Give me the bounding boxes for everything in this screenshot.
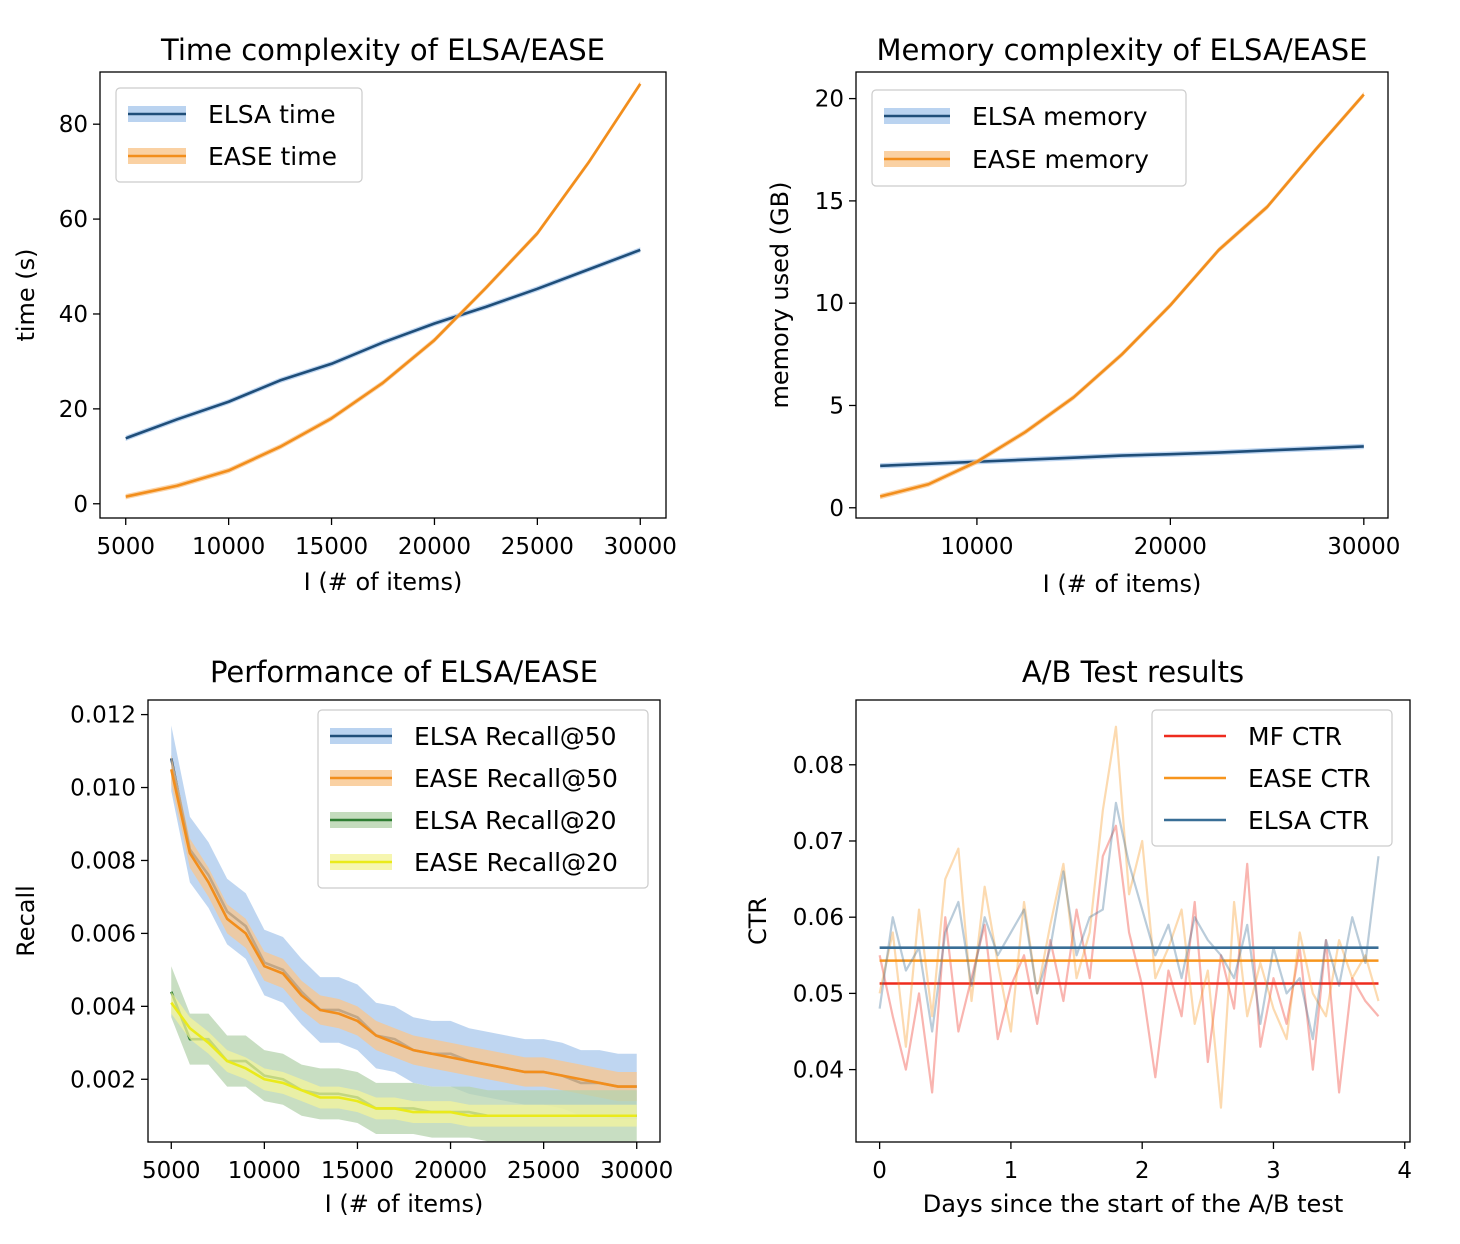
x-tick-label: 25000 [501, 534, 574, 560]
axes-frame [147, 699, 661, 1143]
memory-complexity-chart: Memory complexity of ELSA/EASE 10000 20000… [766, 33, 1400, 598]
series-band-2 [171, 966, 637, 1142]
legend: ELSA Recall@50 EASE Recall@50 ELSA Recall@… [317, 709, 649, 889]
series-line-0 [880, 445, 1364, 468]
legend-label: ELSA Recall@50 [414, 722, 617, 751]
x-tick-label: 30000 [604, 534, 677, 560]
series-line-1 [170, 769, 637, 1088]
legend-label: EASE Recall@50 [414, 764, 618, 793]
x-tick-label: 30000 [1327, 534, 1400, 560]
series-band-3 [171, 991, 637, 1127]
legend-label: ELSA time [208, 100, 336, 129]
x-tick-label: 0 [872, 1158, 887, 1184]
y-tick-label: 0.06 [793, 905, 844, 931]
x-tick-label: 30000 [600, 1158, 673, 1184]
chart-title: A/B Test results [1022, 655, 1244, 689]
y-tick-label: 0.07 [793, 829, 844, 855]
legend-label: EASE time [208, 142, 337, 171]
y-tick-label: 60 [59, 207, 88, 233]
legend-frame [317, 709, 649, 889]
legend: ELSA memory EASE memory [871, 89, 1187, 187]
legend-label: ELSA memory [972, 102, 1148, 131]
x-tick-label: 25000 [507, 1158, 580, 1184]
y-tick-label: 5 [829, 393, 844, 419]
series-line-0 [878, 824, 1380, 1094]
y-tick-label: 20 [815, 87, 844, 113]
legend-frame [1151, 709, 1393, 847]
x-tick-label: 10000 [940, 534, 1013, 560]
legend-frame [871, 89, 1187, 187]
legend: ELSA time EASE time [115, 87, 363, 183]
chart-title: Performance of ELSA/EASE [210, 655, 598, 689]
y-tick-label: 0 [73, 492, 88, 518]
legend-label: ELSA CTR [1248, 806, 1369, 835]
plot-area [169, 725, 637, 1142]
time-complexity-chart: Time complexity of ELSA/EASE 5000 10000 150… [12, 33, 677, 596]
chart-title: Memory complexity of ELSA/EASE [877, 33, 1368, 67]
y-tick-label: 40 [59, 302, 88, 328]
legend-label: MF CTR [1248, 722, 1342, 751]
y-tick-label: 0.008 [70, 848, 136, 874]
y-tick-label: 80 [59, 112, 88, 138]
legend: MF CTR EASE CTR ELSA CTR [1151, 709, 1393, 847]
x-tick-label: 3 [1266, 1158, 1281, 1184]
series-line-3 [170, 1001, 637, 1118]
series-line-2 [878, 801, 1380, 1041]
x-tick-label: 15000 [321, 1158, 394, 1184]
x-tick-label: 5000 [96, 534, 155, 560]
plot-area [878, 725, 1380, 1109]
y-axis-label: Recall [12, 885, 40, 957]
x-tick-label: 15000 [295, 534, 368, 560]
x-tick-label: 1 [1004, 1158, 1019, 1184]
series-line-0 [125, 248, 641, 440]
x-axis-label: I (# of items) [325, 1190, 484, 1218]
y-axis-label: time (s) [12, 248, 40, 341]
y-tick-label: 0 [829, 496, 844, 522]
series-line-1 [878, 725, 1380, 1109]
y-tick-label: 0.006 [70, 921, 136, 947]
x-tick-label: 4 [1397, 1158, 1412, 1184]
y-tick-label: 0.05 [793, 981, 844, 1007]
ab-test-chart: A/B Test results 0 1 2 3 4 0.04 0.05 0.06 0.07 0.0… [744, 655, 1412, 1218]
x-axis-label: I (# of items) [304, 568, 463, 596]
y-axis-label: memory used (GB) [766, 181, 794, 408]
y-tick-label: 0.010 [70, 776, 136, 802]
x-axis-label: Days since the start of the A/B test [923, 1190, 1344, 1218]
y-tick-label: 0.08 [793, 753, 844, 779]
plot-area [125, 81, 642, 500]
series-band-0 [125, 247, 641, 441]
legend-label: EASE Recall@20 [414, 848, 618, 877]
performance-chart: Performance of ELSA/EASE 5000 10000 15000 20… [12, 655, 673, 1218]
axes-frame [855, 71, 1389, 519]
x-tick-label: 5000 [142, 1158, 201, 1184]
legend-label: ELSA Recall@20 [414, 806, 617, 835]
x-tick-label: 20000 [1134, 534, 1207, 560]
plot-area [879, 91, 1365, 500]
y-tick-label: 0.004 [70, 994, 136, 1020]
y-tick-label: 0.002 [70, 1067, 136, 1093]
axes-frame [99, 71, 667, 519]
axes-frame [855, 699, 1411, 1143]
y-tick-label: 20 [59, 397, 88, 423]
x-axis-label: I (# of items) [1043, 570, 1202, 598]
series-band-1 [171, 754, 637, 1102]
x-tick-label: 20000 [398, 534, 471, 560]
x-tick-label: 10000 [228, 1158, 301, 1184]
x-tick-label: 10000 [192, 534, 265, 560]
chart-title: Time complexity of ELSA/EASE [160, 33, 605, 67]
y-tick-label: 10 [815, 291, 844, 317]
y-tick-label: 15 [815, 189, 844, 215]
y-tick-label: 0.04 [793, 1058, 844, 1084]
legend-label: EASE memory [972, 145, 1149, 174]
series-line-1 [125, 83, 642, 498]
y-tick-label: 0.012 [70, 703, 136, 729]
x-tick-label: 20000 [414, 1158, 487, 1184]
series-line-1 [879, 93, 1365, 498]
legend-label: EASE CTR [1248, 764, 1371, 793]
y-axis-label: CTR [744, 897, 772, 945]
x-tick-label: 2 [1135, 1158, 1150, 1184]
